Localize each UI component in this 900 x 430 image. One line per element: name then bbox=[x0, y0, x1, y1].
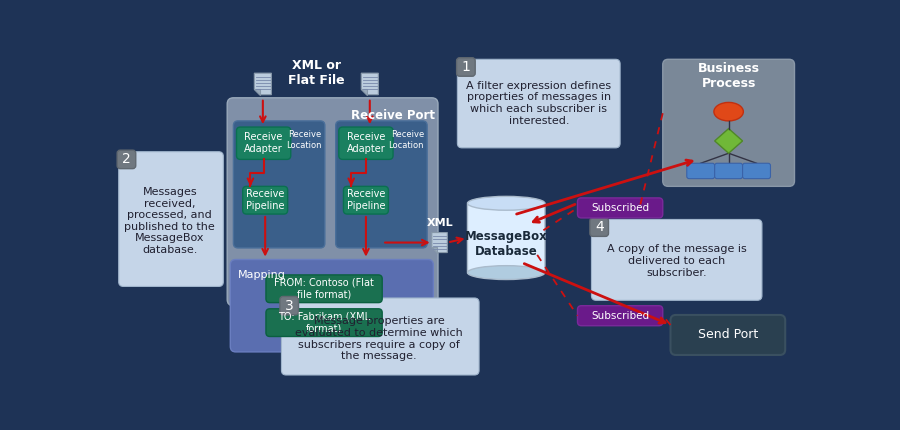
FancyBboxPatch shape bbox=[578, 198, 662, 218]
FancyBboxPatch shape bbox=[591, 219, 762, 300]
FancyBboxPatch shape bbox=[280, 296, 299, 315]
Ellipse shape bbox=[714, 102, 743, 121]
FancyBboxPatch shape bbox=[119, 152, 223, 286]
Text: Receive
Pipeline: Receive Pipeline bbox=[246, 189, 284, 211]
Text: 2: 2 bbox=[122, 152, 130, 166]
FancyBboxPatch shape bbox=[227, 98, 438, 306]
FancyBboxPatch shape bbox=[117, 150, 136, 169]
Text: Receive
Location: Receive Location bbox=[286, 130, 322, 150]
Text: A copy of the message is
delivered to each
subscriber.: A copy of the message is delivered to ea… bbox=[607, 244, 747, 278]
FancyBboxPatch shape bbox=[457, 59, 620, 148]
Text: Subscribed: Subscribed bbox=[591, 311, 649, 321]
FancyBboxPatch shape bbox=[282, 298, 479, 375]
Text: Subscribed: Subscribed bbox=[591, 203, 649, 213]
Text: Messages
received,
processed, and
published to the
MessageBox
database.: Messages received, processed, and publis… bbox=[124, 187, 215, 255]
FancyBboxPatch shape bbox=[662, 59, 795, 186]
Text: Receive
Adapter: Receive Adapter bbox=[244, 132, 283, 154]
Text: XML: XML bbox=[427, 218, 453, 227]
FancyBboxPatch shape bbox=[344, 186, 389, 214]
Polygon shape bbox=[361, 73, 378, 95]
FancyBboxPatch shape bbox=[590, 218, 608, 236]
Polygon shape bbox=[715, 129, 742, 153]
Text: 4: 4 bbox=[595, 220, 604, 234]
FancyBboxPatch shape bbox=[578, 306, 662, 326]
Ellipse shape bbox=[467, 197, 545, 210]
FancyBboxPatch shape bbox=[230, 259, 434, 352]
Text: A filter expression defines
properties of messages in
which each subscriber is
i: A filter expression defines properties o… bbox=[466, 81, 611, 126]
FancyBboxPatch shape bbox=[266, 309, 382, 337]
FancyBboxPatch shape bbox=[233, 121, 325, 248]
Polygon shape bbox=[432, 233, 447, 252]
FancyBboxPatch shape bbox=[742, 163, 770, 178]
Text: Receive
Pipeline: Receive Pipeline bbox=[346, 189, 385, 211]
Text: 3: 3 bbox=[284, 299, 293, 313]
FancyBboxPatch shape bbox=[467, 203, 545, 273]
FancyBboxPatch shape bbox=[670, 315, 785, 355]
FancyBboxPatch shape bbox=[687, 163, 715, 178]
Polygon shape bbox=[361, 89, 366, 95]
Text: Receive
Location: Receive Location bbox=[389, 130, 424, 150]
Text: TO: Fabrikam (XML
format): TO: Fabrikam (XML format) bbox=[278, 312, 370, 333]
Text: Business
Process: Business Process bbox=[698, 62, 760, 90]
Polygon shape bbox=[432, 247, 437, 252]
FancyBboxPatch shape bbox=[715, 163, 742, 178]
Polygon shape bbox=[255, 73, 272, 95]
Text: MessageBox
Database: MessageBox Database bbox=[464, 230, 547, 258]
Text: XML or
Flat File: XML or Flat File bbox=[288, 59, 345, 87]
Polygon shape bbox=[255, 89, 260, 95]
Text: Send Port: Send Port bbox=[698, 329, 758, 341]
Text: FROM: Contoso (Flat
file format): FROM: Contoso (Flat file format) bbox=[274, 278, 374, 300]
Text: 1: 1 bbox=[462, 60, 471, 74]
FancyBboxPatch shape bbox=[237, 127, 291, 160]
FancyBboxPatch shape bbox=[266, 275, 382, 303]
FancyBboxPatch shape bbox=[456, 58, 475, 76]
FancyBboxPatch shape bbox=[243, 186, 288, 214]
Text: Mapping: Mapping bbox=[238, 270, 286, 280]
Ellipse shape bbox=[467, 266, 545, 280]
FancyBboxPatch shape bbox=[338, 127, 393, 160]
Text: Receive
Adapter: Receive Adapter bbox=[346, 132, 385, 154]
Text: Receive Port: Receive Port bbox=[351, 109, 435, 122]
FancyBboxPatch shape bbox=[336, 121, 428, 248]
Text: Message properties are
evaluated to determine which
subscribers require a copy o: Message properties are evaluated to dete… bbox=[295, 316, 463, 361]
